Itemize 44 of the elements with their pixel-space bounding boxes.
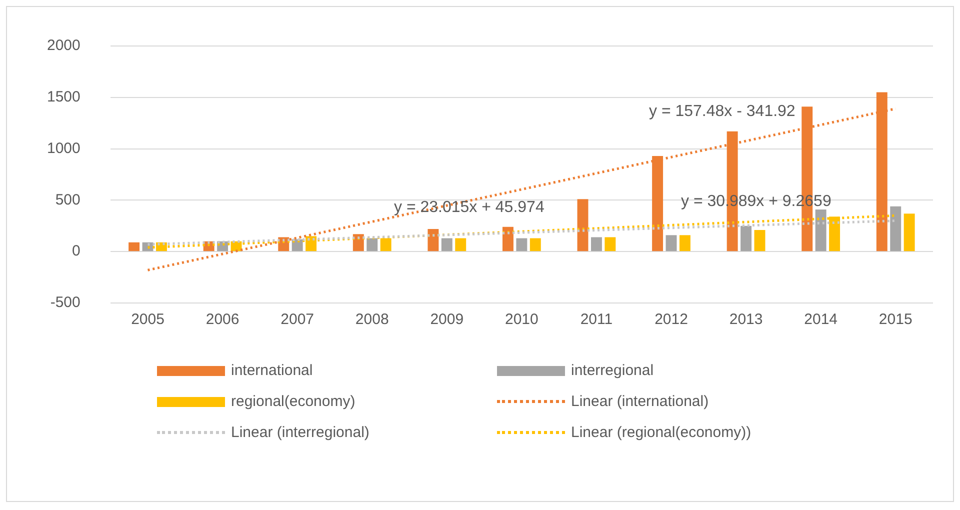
y-tick-label: -500 bbox=[50, 294, 80, 312]
bar bbox=[666, 235, 677, 252]
x-tick-label: 2007 bbox=[280, 311, 314, 328]
y-tick-label: 2000 bbox=[46, 37, 80, 54]
bar bbox=[652, 156, 664, 252]
x-tick-label: 2009 bbox=[430, 311, 464, 328]
bar bbox=[441, 238, 452, 252]
y-tick-label: 0 bbox=[72, 242, 80, 260]
bar bbox=[516, 238, 528, 252]
y-tick-label: 1000 bbox=[46, 140, 80, 157]
annotation: y = 157.48x - 341.92 bbox=[648, 103, 796, 121]
legend-label: Linear (interregional) bbox=[231, 424, 370, 441]
x-tick-label: 2010 bbox=[504, 311, 538, 328]
legend-label: Linear (international) bbox=[571, 393, 709, 410]
x-tick-label: 2015 bbox=[878, 311, 912, 328]
bar bbox=[128, 242, 140, 252]
bar bbox=[754, 230, 766, 252]
x-tick-label: 2012 bbox=[654, 311, 688, 328]
bar bbox=[815, 209, 826, 252]
y-tick-label: 1500 bbox=[46, 88, 80, 106]
legend-label: international bbox=[231, 362, 313, 379]
legend-label: regional(economy) bbox=[231, 393, 356, 410]
x-tick-label: 2008 bbox=[355, 311, 389, 328]
bar bbox=[352, 234, 364, 252]
legend-label: interregional bbox=[571, 362, 654, 379]
bar bbox=[679, 235, 690, 252]
bar bbox=[604, 237, 616, 252]
bar bbox=[502, 226, 514, 252]
x-tick-label: 2014 bbox=[804, 311, 838, 328]
bar bbox=[904, 214, 915, 252]
bar bbox=[590, 237, 602, 252]
bar bbox=[740, 226, 752, 252]
x-tick-label: 2006 bbox=[206, 311, 240, 328]
legend-label: Linear (regional(economy)) bbox=[571, 424, 752, 441]
bar bbox=[455, 238, 466, 252]
x-tick-label: 2013 bbox=[729, 311, 763, 328]
x-tick-label: 2005 bbox=[131, 311, 164, 328]
bar bbox=[890, 206, 902, 252]
y-tick-label: 500 bbox=[55, 191, 80, 208]
bar bbox=[428, 228, 439, 252]
bar bbox=[577, 199, 588, 252]
bar bbox=[366, 238, 378, 252]
bar bbox=[530, 238, 541, 252]
x-tick-label: 2011 bbox=[580, 311, 613, 328]
